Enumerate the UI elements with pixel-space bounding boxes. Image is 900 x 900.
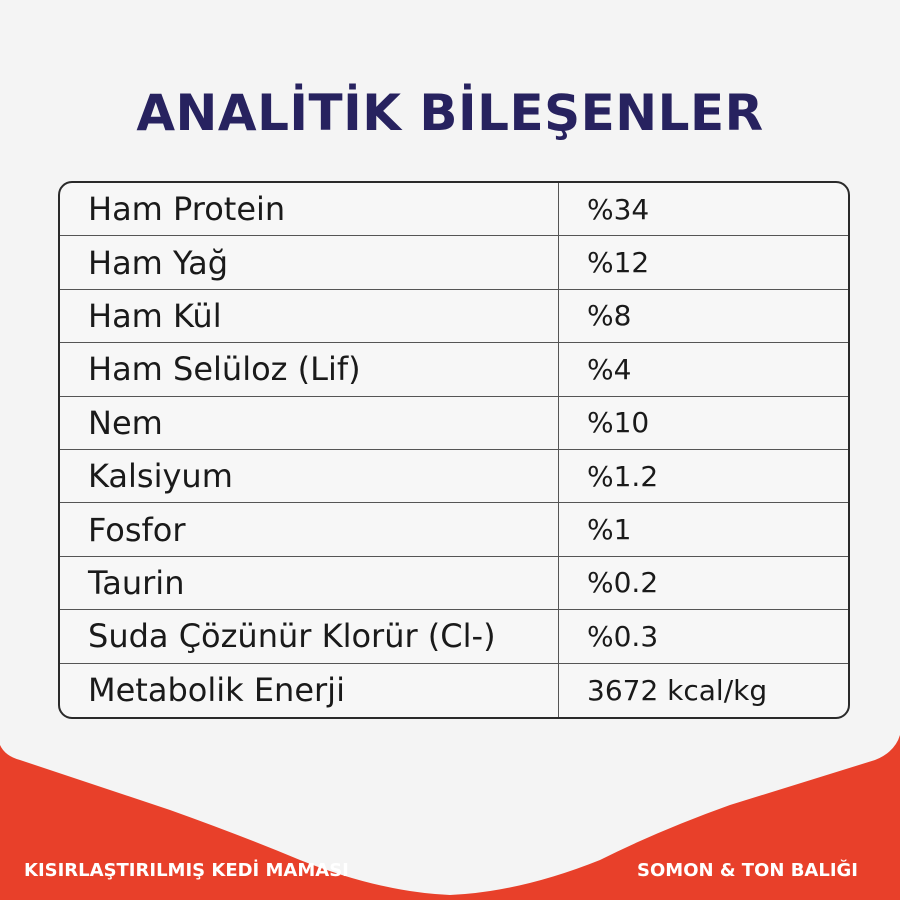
nutrient-value: %10 <box>587 406 650 440</box>
nutrient-value: %8 <box>587 299 632 333</box>
nutrient-label: Taurin <box>60 556 559 610</box>
nutrient-label: Ham Protein <box>60 183 559 236</box>
table-row: Fosfor %1 <box>60 503 848 557</box>
table-row: Ham Kül %8 <box>60 289 848 344</box>
nutrition-table: Ham Protein %34 Ham Yağ %12 Ham Kül %8 Ham Sel… <box>58 181 850 719</box>
nutrient-label: Ham Kül <box>60 289 559 343</box>
nutrient-label: Nem <box>60 396 559 449</box>
nutrient-value: %0.2 <box>587 566 659 600</box>
nutrient-value: %1 <box>587 513 632 547</box>
nutrient-label: Suda Çözünür Klorür (Cl-) <box>60 610 559 663</box>
table-row: Ham Selüloz (Lif) %4 <box>60 343 848 397</box>
nutrient-value: %0.3 <box>587 619 659 653</box>
nutrient-label: Ham Yağ <box>60 236 559 289</box>
nutrient-value: %4 <box>587 352 632 386</box>
nutrient-label: Ham Selüloz (Lif) <box>60 343 559 396</box>
nutrient-label: Kalsiyum <box>60 449 559 503</box>
nutrient-label: Metabolik Enerji <box>60 663 559 717</box>
table-row: Ham Yağ %12 <box>60 236 848 290</box>
footer-flavor: SOMON & TON BALIĞI <box>637 860 858 881</box>
page-title: ANALİTİK BİLEŞENLER <box>136 84 764 142</box>
nutrient-value: %12 <box>587 246 650 280</box>
table-row: Suda Çözünür Klorür (Cl-) %0.3 <box>60 610 848 664</box>
nutrient-label: Fosfor <box>60 503 559 556</box>
table-row: Kalsiyum %1.2 <box>60 449 848 504</box>
table-row: Metabolik Enerji 3672 kcal/kg <box>60 663 848 717</box>
nutrient-value: 3672 kcal/kg <box>587 673 768 707</box>
table-row: Ham Protein %34 <box>60 183 848 237</box>
table-row: Taurin %0.2 <box>60 556 848 611</box>
nutrient-value: %1.2 <box>587 459 659 493</box>
nutrient-value: %34 <box>587 192 650 226</box>
footer-product-type: KISIRLAŞTIRILMIŞ KEDİ MAMASI <box>24 860 349 881</box>
table-row: Nem %10 <box>60 396 848 450</box>
